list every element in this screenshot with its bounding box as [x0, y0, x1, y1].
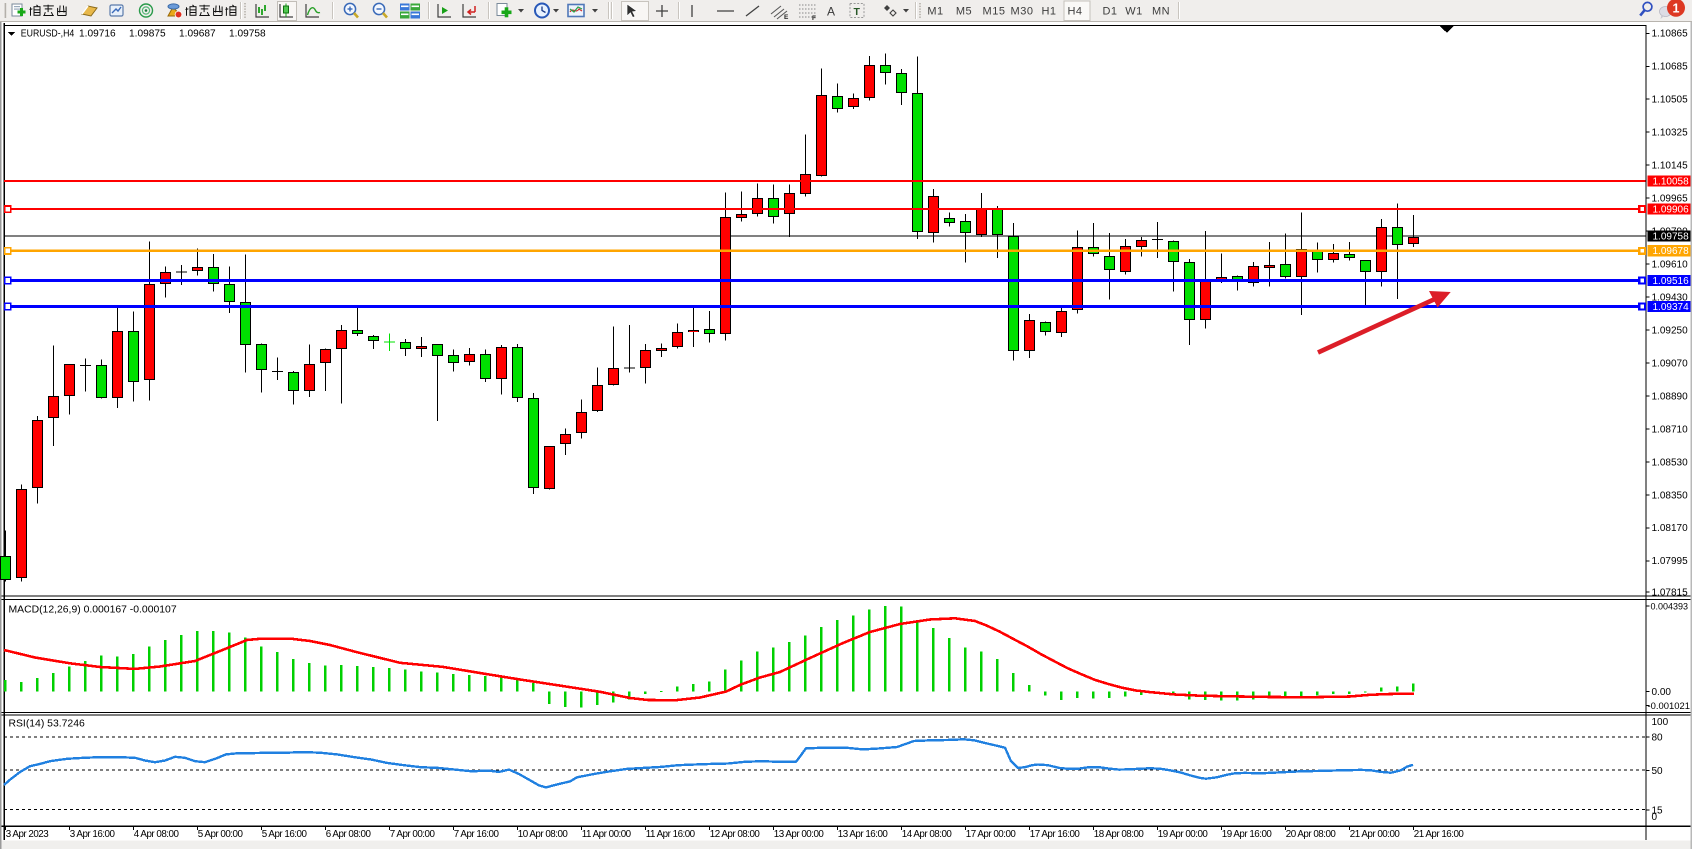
svg-text:1.09250: 1.09250: [1652, 325, 1689, 336]
svg-text:18 Apr 08:00: 18 Apr 08:00: [1094, 829, 1145, 840]
svg-text:12 Apr 08:00: 12 Apr 08:00: [710, 829, 761, 840]
svg-text:A: A: [827, 5, 835, 19]
svg-text:5 Apr 16:00: 5 Apr 16:00: [262, 829, 308, 840]
svg-text:1.08170: 1.08170: [1652, 523, 1689, 534]
svg-text:1.09430: 1.09430: [1652, 293, 1689, 304]
svg-text:-0.001021: -0.001021: [1648, 701, 1691, 712]
svg-text:1.08530: 1.08530: [1652, 457, 1689, 468]
svg-text:MACD(12,26,9) 0.000167 -0.0001: MACD(12,26,9) 0.000167 -0.000107: [9, 605, 177, 616]
svg-text:3 Apr 2023: 3 Apr 2023: [6, 829, 49, 840]
svg-text:4 Apr 08:00: 4 Apr 08:00: [134, 829, 180, 840]
svg-text:6 Apr 08:00: 6 Apr 08:00: [326, 829, 372, 840]
svg-text:100: 100: [1652, 717, 1669, 728]
svg-text:H1: H1: [1041, 6, 1056, 18]
svg-text:80: 80: [1652, 732, 1664, 743]
svg-text:E: E: [784, 14, 789, 21]
svg-text:17 Apr 00:00: 17 Apr 00:00: [966, 829, 1017, 840]
svg-text:11 Apr 16:00: 11 Apr 16:00: [646, 829, 696, 840]
svg-text:0: 0: [1652, 812, 1658, 823]
svg-text:5 Apr 00:00: 5 Apr 00:00: [198, 829, 244, 840]
svg-text:7 Apr 00:00: 7 Apr 00:00: [390, 829, 436, 840]
svg-text:10 Apr 08:00: 10 Apr 08:00: [518, 829, 569, 840]
svg-text:15: 15: [1652, 805, 1664, 816]
svg-text:11 Apr 00:00: 11 Apr 00:00: [582, 829, 632, 840]
svg-text:H4: H4: [1067, 6, 1082, 18]
svg-text:M30: M30: [1011, 6, 1034, 18]
svg-text:50: 50: [1652, 766, 1664, 777]
svg-text:13 Apr 16:00: 13 Apr 16:00: [838, 829, 889, 840]
svg-text:MN: MN: [1152, 6, 1170, 18]
svg-text:19 Apr 00:00: 19 Apr 00:00: [1158, 829, 1209, 840]
svg-text:M5: M5: [956, 6, 972, 18]
svg-text:1.10145: 1.10145: [1652, 161, 1689, 172]
svg-text:3 Apr 16:00: 3 Apr 16:00: [70, 829, 116, 840]
svg-text:M15: M15: [983, 6, 1006, 18]
svg-text:13 Apr 00:00: 13 Apr 00:00: [774, 829, 825, 840]
svg-text:W1: W1: [1125, 6, 1143, 18]
svg-text:M1: M1: [927, 6, 943, 18]
svg-text:7 Apr 16:00: 7 Apr 16:00: [454, 829, 500, 840]
svg-text:1.10505: 1.10505: [1652, 95, 1689, 106]
svg-text:1.10058: 1.10058: [1653, 177, 1690, 188]
svg-text:1.07815: 1.07815: [1652, 587, 1689, 598]
svg-text:1.09678: 1.09678: [1653, 246, 1690, 257]
svg-text:1.09906: 1.09906: [1653, 204, 1690, 215]
svg-text:1.10685: 1.10685: [1652, 62, 1689, 73]
svg-text:1.09758: 1.09758: [1653, 232, 1690, 243]
svg-text:21 Apr 00:00: 21 Apr 00:00: [1350, 829, 1401, 840]
svg-text:1.08350: 1.08350: [1652, 490, 1689, 501]
svg-text:1.08710: 1.08710: [1652, 424, 1689, 435]
svg-text:1.07995: 1.07995: [1652, 556, 1689, 567]
svg-text:0.004393: 0.004393: [1651, 601, 1689, 612]
svg-text:T: T: [854, 6, 861, 18]
svg-text:D1: D1: [1102, 6, 1117, 18]
svg-text:1.09070: 1.09070: [1652, 358, 1689, 369]
svg-text:RSI(14) 53.7246: RSI(14) 53.7246: [9, 719, 85, 730]
svg-text:21 Apr 16:00: 21 Apr 16:00: [1414, 829, 1465, 840]
svg-text:1.09965: 1.09965: [1652, 194, 1689, 205]
svg-text:1: 1: [1673, 1, 1680, 15]
svg-text:14 Apr 08:00: 14 Apr 08:00: [902, 829, 953, 840]
svg-text:1.10325: 1.10325: [1652, 128, 1689, 139]
svg-text:1.09374: 1.09374: [1653, 302, 1690, 313]
svg-text:1.10865: 1.10865: [1652, 29, 1689, 40]
svg-text:17 Apr 16:00: 17 Apr 16:00: [1030, 829, 1081, 840]
svg-text:F: F: [812, 15, 816, 22]
svg-text:1.09610: 1.09610: [1652, 260, 1689, 271]
svg-text:1.09516: 1.09516: [1653, 276, 1690, 287]
svg-text:1.08890: 1.08890: [1652, 391, 1689, 402]
svg-text:0.00: 0.00: [1652, 687, 1672, 698]
svg-text:20 Apr 08:00: 20 Apr 08:00: [1286, 829, 1337, 840]
svg-text:19 Apr 16:00: 19 Apr 16:00: [1222, 829, 1273, 840]
